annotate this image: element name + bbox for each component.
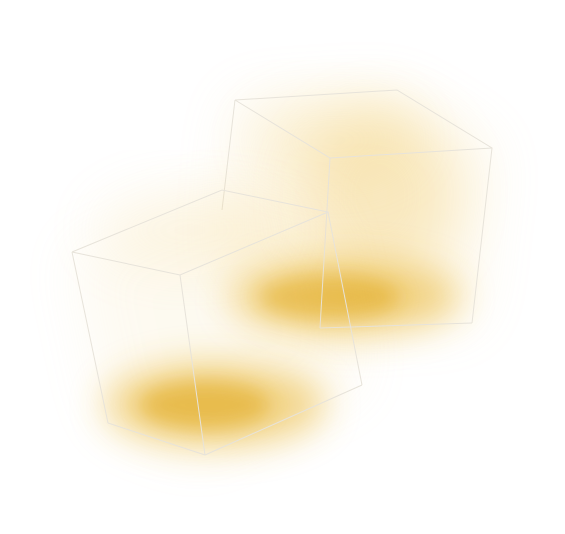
left-cube	[72, 190, 362, 455]
left-cube-floor-glow	[105, 363, 325, 447]
